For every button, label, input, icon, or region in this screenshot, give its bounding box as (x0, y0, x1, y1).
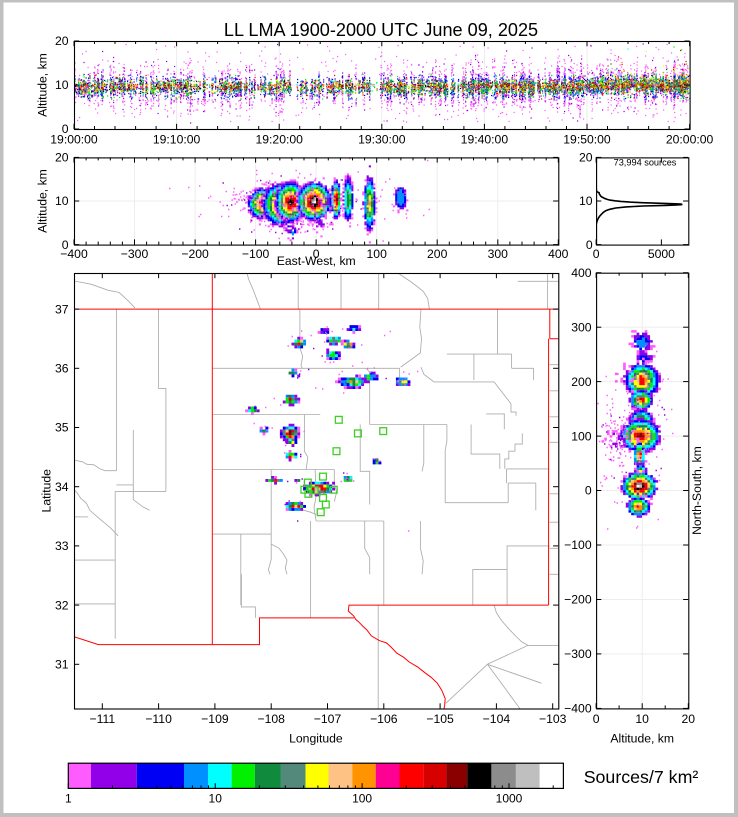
svg-text:−107: −107 (314, 712, 342, 726)
svg-text:East-West, km: East-West, km (277, 254, 356, 268)
svg-text:300: 300 (571, 320, 592, 334)
svg-text:20: 20 (55, 151, 69, 165)
svg-text:−105: −105 (426, 712, 454, 726)
svg-text:−200: −200 (181, 247, 209, 261)
svg-text:100: 100 (571, 429, 592, 443)
svg-text:1000: 1000 (496, 791, 523, 805)
svg-text:300: 300 (488, 247, 509, 261)
svg-text:19:10:00: 19:10:00 (153, 132, 201, 146)
svg-text:Altitude, km: Altitude, km (36, 53, 50, 117)
svg-text:−104: −104 (483, 712, 511, 726)
svg-text:1: 1 (65, 791, 72, 805)
svg-text:35: 35 (55, 421, 69, 435)
svg-text:Latitude: Latitude (40, 469, 54, 513)
svg-text:0: 0 (313, 247, 320, 261)
svg-text:LL LMA 1900-2000 UTC June 09,: LL LMA 1900-2000 UTC June 09, 2025 (224, 20, 538, 40)
svg-text:Altitude, km: Altitude, km (36, 169, 50, 233)
svg-text:100: 100 (352, 791, 372, 805)
svg-text:10: 10 (635, 712, 649, 726)
svg-text:0: 0 (62, 238, 69, 252)
svg-text:−100: −100 (564, 538, 592, 552)
svg-text:−400: −400 (564, 702, 592, 716)
svg-text:North-South, km: North-South, km (690, 446, 704, 535)
svg-text:0: 0 (586, 238, 593, 252)
svg-text:37: 37 (55, 302, 69, 316)
svg-text:19:20:00: 19:20:00 (255, 132, 303, 146)
svg-text:20:00:00: 20:00:00 (666, 132, 714, 146)
svg-text:0: 0 (62, 122, 69, 136)
svg-text:Altitude, km: Altitude, km (610, 731, 674, 745)
svg-text:5000: 5000 (648, 247, 675, 261)
svg-text:73,994 sources: 73,994 sources (614, 158, 677, 168)
svg-text:−111: −111 (89, 712, 115, 726)
svg-text:400: 400 (571, 266, 592, 280)
svg-text:19:40:00: 19:40:00 (461, 132, 509, 146)
svg-text:33: 33 (55, 539, 69, 553)
svg-text:20: 20 (55, 34, 69, 48)
svg-text:Longitude: Longitude (289, 731, 343, 745)
svg-text:−100: −100 (242, 247, 270, 261)
svg-text:34: 34 (55, 480, 69, 494)
svg-text:−109: −109 (201, 712, 229, 726)
svg-text:19:50:00: 19:50:00 (563, 132, 611, 146)
svg-text:−300: −300 (121, 247, 149, 261)
svg-text:−400: −400 (60, 247, 88, 261)
svg-text:10: 10 (209, 791, 223, 805)
svg-text:−300: −300 (564, 647, 592, 661)
svg-text:32: 32 (55, 598, 69, 612)
svg-text:19:30:00: 19:30:00 (358, 132, 406, 146)
svg-text:20: 20 (579, 151, 593, 165)
svg-text:−110: −110 (145, 712, 172, 726)
svg-text:10: 10 (579, 194, 593, 208)
svg-text:36: 36 (55, 362, 69, 376)
svg-text:0: 0 (593, 247, 600, 261)
svg-text:200: 200 (427, 247, 448, 261)
svg-text:−103: −103 (539, 712, 567, 726)
svg-text:Sources/7 km²: Sources/7 km² (584, 767, 699, 787)
svg-text:400: 400 (548, 247, 569, 261)
svg-text:−108: −108 (257, 712, 285, 726)
svg-text:31: 31 (55, 658, 69, 672)
svg-text:0: 0 (593, 712, 600, 726)
svg-text:200: 200 (571, 375, 592, 389)
svg-text:−106: −106 (370, 712, 398, 726)
svg-text:20: 20 (682, 712, 696, 726)
svg-text:−200: −200 (564, 593, 592, 607)
svg-text:0: 0 (585, 484, 592, 498)
svg-text:100: 100 (367, 247, 388, 261)
svg-text:10: 10 (55, 78, 69, 92)
svg-text:19:00:00: 19:00:00 (50, 132, 98, 146)
svg-text:10: 10 (55, 194, 69, 208)
